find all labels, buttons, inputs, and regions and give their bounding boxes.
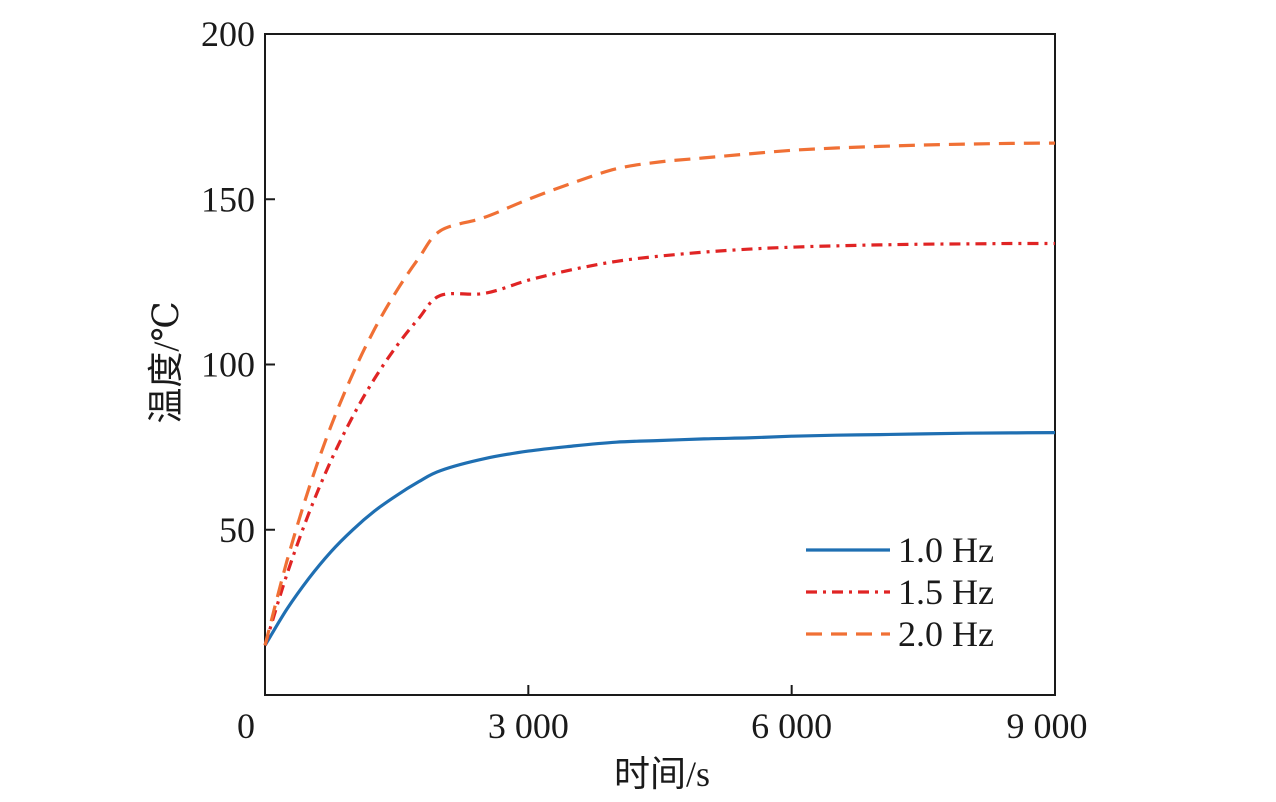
y-axis-ticks: 50 100 150 200 [201, 14, 275, 550]
y-tick-label: 200 [201, 14, 255, 54]
series-layer [263, 141, 1056, 647]
series-line-2-0-hz [263, 141, 1056, 646]
legend-label-2-0-hz: 2.0 Hz [898, 614, 994, 654]
y-tick-label: 150 [201, 179, 255, 219]
y-axis-label: 温度/℃ [146, 301, 186, 423]
x-tick-label: 6 000 [751, 706, 832, 746]
legend-label-1-0-hz: 1.0 Hz [898, 530, 994, 570]
legend: 1.0 Hz 1.5 Hz 2.0 Hz [806, 530, 994, 654]
x-axis-ticks: 0 3 000 6 000 9 000 [237, 685, 1088, 746]
series-line-1-5-hz [263, 241, 1056, 646]
y-tick-label: 50 [219, 510, 255, 550]
x-tick-label: 0 [237, 706, 255, 746]
y-tick-label: 100 [201, 345, 255, 385]
series-line-1-0-hz [263, 431, 1056, 647]
x-axis-label: 时间/s [614, 754, 710, 794]
x-tick-label: 3 000 [488, 706, 569, 746]
x-tick-label: 9 000 [1007, 706, 1088, 746]
legend-label-1-5-hz: 1.5 Hz [898, 572, 994, 612]
